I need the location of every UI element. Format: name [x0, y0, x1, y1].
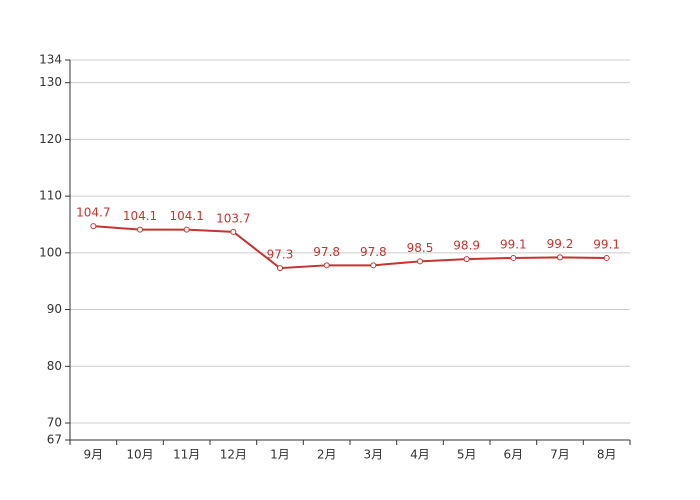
x-tick-label: 12月	[220, 448, 247, 462]
y-tick-label: 80	[47, 359, 62, 373]
x-tick-label: 6月	[504, 448, 524, 462]
series-line	[93, 225, 607, 270]
value-label: 99.1	[593, 237, 620, 251]
x-tick-label: 5月	[457, 448, 477, 462]
point	[603, 254, 610, 261]
value-label: 99.1	[500, 237, 527, 251]
point	[370, 262, 377, 269]
y-tick-label: 67	[47, 433, 62, 447]
value-label: 104.1	[169, 209, 203, 223]
y-tick-label: 120	[39, 132, 62, 146]
value-label: 98.5	[407, 241, 434, 255]
point	[510, 254, 517, 261]
value-label: 97.8	[313, 245, 340, 259]
value-label: 97.3	[267, 248, 294, 262]
point	[183, 226, 190, 233]
x-tick-label: 10月	[126, 448, 153, 462]
value-label: 97.8	[360, 245, 387, 259]
value-label: 104.7	[76, 206, 110, 220]
value-label: 103.7	[216, 211, 250, 225]
point	[277, 265, 283, 272]
value-label: 99.2	[547, 237, 574, 251]
y-tick-label: 130	[39, 75, 62, 89]
point	[90, 223, 97, 230]
x-tick-label: 1月	[270, 448, 290, 462]
y-tick-label: 100	[39, 245, 62, 259]
point	[463, 256, 470, 263]
y-tick-label: 134	[39, 53, 62, 67]
point	[137, 226, 143, 233]
point	[557, 254, 563, 261]
point	[417, 258, 423, 265]
point	[230, 228, 237, 235]
x-tick-label: 8月	[597, 448, 617, 462]
y-tick-label: 70	[47, 415, 62, 429]
point	[323, 262, 330, 269]
x-tick-label: 9月	[84, 448, 104, 462]
x-tick-label: 11月	[173, 448, 200, 462]
y-tick-label: 110	[39, 189, 62, 203]
x-tick-label: 3月	[364, 448, 384, 462]
y-tick-label: 90	[47, 302, 62, 316]
x-tick-label: 4月	[410, 448, 430, 462]
value-label: 98.9	[453, 239, 480, 253]
value-label: 104.1	[123, 209, 157, 223]
x-tick-label: 7月	[550, 448, 570, 462]
x-tick-label: 2月	[317, 448, 337, 462]
